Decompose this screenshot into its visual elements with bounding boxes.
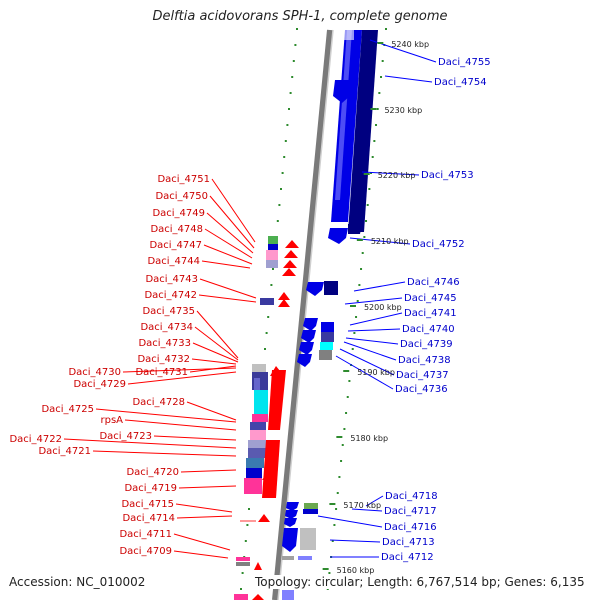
ruler-marks: 5240 kbp 5230 kbp 5220 kbp 5210 kbp 5200 kbp… bbox=[322, 40, 429, 575]
left-leader-lines bbox=[63, 178, 257, 559]
genes-bottom bbox=[234, 557, 294, 600]
ruler-label-5180-kbp: 5180 kbp bbox=[350, 434, 388, 443]
right-strand-genes-5168 bbox=[282, 502, 318, 560]
gene-label-daci-4731: Daci_4731 bbox=[135, 367, 188, 378]
right-strand-genes-mid bbox=[260, 281, 338, 307]
gene-label-daci-4711: Daci_4711 bbox=[119, 529, 172, 540]
gene-label-daci-4722: Daci_4722 bbox=[9, 434, 62, 445]
genome-backbone bbox=[272, 29, 334, 600]
gene-label-daci-4755: Daci_4755 bbox=[438, 57, 491, 68]
ruler-label-5210-kbp: 5210 kbp bbox=[371, 237, 409, 246]
gene-label-daci-4720: Daci_4720 bbox=[126, 467, 179, 478]
right-strand-genes-5195 bbox=[297, 318, 334, 367]
gene-label-daci-4744: Daci_4744 bbox=[147, 256, 200, 267]
left-strand-genes-5210 bbox=[266, 236, 299, 276]
accession-text: Accession: NC_010002 bbox=[9, 575, 146, 589]
gene-label-daci-4718: Daci_4718 bbox=[385, 491, 438, 502]
right-gene-labels: Daci_4755 Daci_4754 Daci_4753 Daci_4752 Daci… bbox=[381, 57, 491, 563]
ruler-label-5190-kbp: 5190 kbp bbox=[357, 368, 395, 377]
gene-label-daci-4745: Daci_4745 bbox=[404, 293, 457, 304]
gene-label-daci-4730: Daci_4730 bbox=[68, 367, 121, 378]
gene-label-daci-4717: Daci_4717 bbox=[384, 506, 437, 517]
summary-text: Topology: circular; Length: 6,767,514 bp… bbox=[253, 575, 587, 589]
gene-label-daci-4741: Daci_4741 bbox=[404, 308, 457, 319]
gene-label-daci-4728: Daci_4728 bbox=[132, 397, 185, 408]
gene-label-daci-4738: Daci_4738 bbox=[398, 355, 451, 366]
map-title: Delftia acidovorans SPH-1, complete geno… bbox=[152, 9, 448, 24]
gene-label-daci-4743: Daci_4743 bbox=[145, 274, 198, 285]
gene-label-daci-4719: Daci_4719 bbox=[124, 483, 177, 494]
gene-label-daci-4754: Daci_4754 bbox=[434, 77, 487, 88]
gene-label-daci-4746: Daci_4746 bbox=[407, 277, 460, 288]
gene-label-daci-4736: Daci_4736 bbox=[395, 384, 448, 395]
gene-label-daci-4735: Daci_4735 bbox=[142, 306, 195, 317]
gene-label-daci-4749: Daci_4749 bbox=[152, 208, 205, 219]
gene-label-daci-4739: Daci_4739 bbox=[400, 339, 453, 350]
left-gene-labels: Daci_4751 Daci_4750 Daci_4749 Daci_4748 Daci… bbox=[9, 174, 210, 557]
ruler-label-5160-kbp: 5160 kbp bbox=[337, 566, 375, 575]
gene-label-daci-4716: Daci_4716 bbox=[384, 522, 437, 533]
gene-label-daci-4740: Daci_4740 bbox=[402, 324, 455, 335]
ruler-label-5170-kbp: 5170 kbp bbox=[343, 501, 381, 510]
gene-label-daci-4742: Daci_4742 bbox=[144, 290, 197, 301]
gene-label-daci-4715: Daci_4715 bbox=[121, 499, 174, 510]
gene-label-daci-4752: Daci_4752 bbox=[412, 239, 465, 250]
gene-label-daci-4723: Daci_4723 bbox=[99, 431, 152, 442]
ruler-label-5220-kbp: 5220 kbp bbox=[378, 171, 416, 180]
gene-label-daci-4725: Daci_4725 bbox=[41, 404, 94, 415]
gene-label-daci-4751: Daci_4751 bbox=[157, 174, 210, 185]
gene-label-daci-4734: Daci_4734 bbox=[140, 322, 193, 333]
gene-label-daci-4712: Daci_4712 bbox=[381, 552, 434, 563]
gene-label-daci-4709: Daci_4709 bbox=[119, 546, 172, 557]
gene-label-daci-4729: Daci_4729 bbox=[73, 379, 126, 390]
gene-label-daci-4747: Daci_4747 bbox=[149, 240, 202, 251]
gene-label-daci-4748: Daci_4748 bbox=[150, 224, 203, 235]
gene-label-daci-4737: Daci_4737 bbox=[396, 370, 449, 381]
gene-label-daci-4753: Daci_4753 bbox=[421, 170, 474, 181]
gene-label-daci-4750: Daci_4750 bbox=[155, 191, 208, 202]
ruler-label-5240-kbp: 5240 kbp bbox=[391, 40, 429, 49]
right-strand-genes-top bbox=[328, 28, 378, 244]
ruler-label-5230-kbp: 5230 kbp bbox=[384, 106, 422, 115]
gene-label-daci-4733: Daci_4733 bbox=[138, 338, 191, 349]
gene-label-rpsa: rpsA bbox=[100, 415, 123, 426]
gene-label-daci-4713: Daci_4713 bbox=[382, 537, 435, 548]
gene-label-daci-4714: Daci_4714 bbox=[122, 513, 175, 524]
gene-label-daci-4732: Daci_4732 bbox=[137, 354, 190, 365]
ruler-label-5200-kbp: 5200 kbp bbox=[364, 303, 402, 312]
gene-label-daci-4721: Daci_4721 bbox=[38, 446, 91, 457]
left-strand-genes-5185 bbox=[240, 364, 286, 522]
